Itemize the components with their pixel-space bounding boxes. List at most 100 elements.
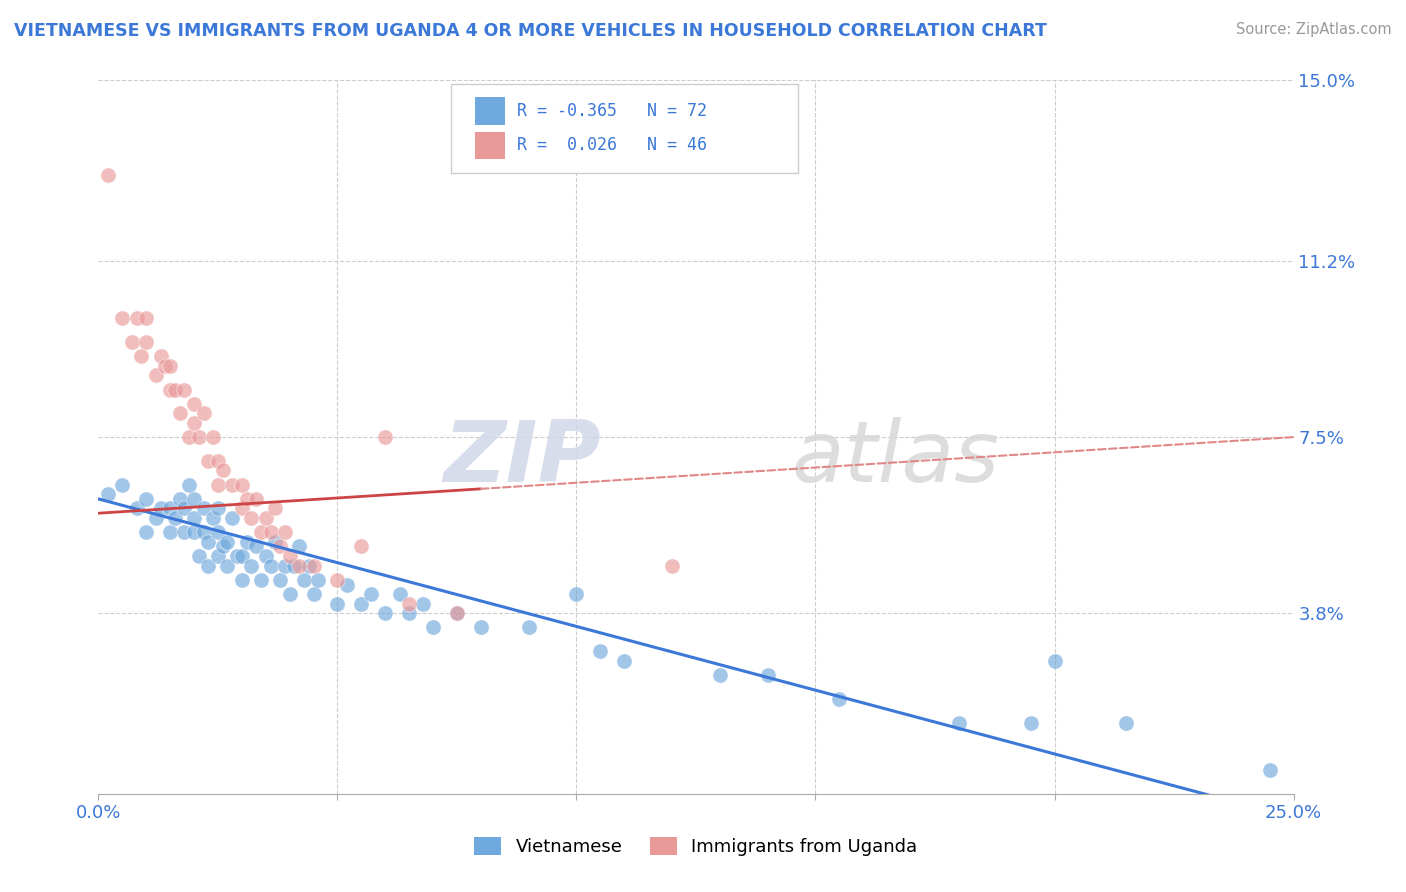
Point bbox=[207, 454, 229, 468]
FancyBboxPatch shape bbox=[451, 84, 797, 173]
Point bbox=[326, 597, 349, 611]
Text: VIETNAMESE VS IMMIGRANTS FROM UGANDA 4 OR MORE VEHICLES IN HOUSEHOLD CORRELATION: VIETNAMESE VS IMMIGRANTS FROM UGANDA 4 O… bbox=[14, 22, 1047, 40]
Point bbox=[173, 383, 195, 397]
Point bbox=[183, 397, 205, 411]
Point bbox=[589, 644, 612, 658]
Point bbox=[193, 525, 215, 540]
Point bbox=[193, 501, 215, 516]
Point bbox=[197, 534, 219, 549]
Point bbox=[278, 549, 301, 563]
Point bbox=[613, 654, 636, 668]
Point bbox=[159, 359, 181, 373]
Point bbox=[211, 463, 233, 477]
Point bbox=[288, 540, 311, 554]
Point bbox=[135, 525, 157, 540]
Point bbox=[307, 573, 329, 587]
Point bbox=[254, 549, 277, 563]
Point bbox=[111, 311, 134, 326]
Point bbox=[350, 540, 373, 554]
Point bbox=[283, 558, 305, 573]
Point bbox=[159, 525, 181, 540]
Point bbox=[1019, 715, 1042, 730]
Point bbox=[231, 573, 253, 587]
Point bbox=[250, 573, 273, 587]
Point bbox=[264, 501, 287, 516]
Point bbox=[269, 573, 291, 587]
Point bbox=[179, 430, 201, 444]
Point bbox=[197, 454, 219, 468]
Text: R =  0.026   N = 46: R = 0.026 N = 46 bbox=[517, 136, 707, 154]
Point bbox=[226, 549, 249, 563]
Point bbox=[121, 334, 143, 349]
Point bbox=[217, 558, 239, 573]
Point bbox=[398, 606, 420, 620]
Point bbox=[231, 501, 253, 516]
Point bbox=[470, 620, 492, 634]
Point bbox=[274, 558, 297, 573]
Point bbox=[292, 573, 315, 587]
Point bbox=[245, 540, 267, 554]
Point bbox=[259, 525, 281, 540]
Point bbox=[517, 620, 540, 634]
Point bbox=[240, 558, 263, 573]
Point bbox=[173, 501, 195, 516]
Point bbox=[173, 525, 195, 540]
Point bbox=[326, 573, 349, 587]
Point bbox=[169, 406, 191, 420]
Point bbox=[97, 487, 120, 501]
Point bbox=[135, 491, 157, 506]
Point bbox=[202, 511, 225, 525]
Point bbox=[207, 525, 229, 540]
Point bbox=[125, 501, 148, 516]
Point bbox=[202, 430, 225, 444]
Point bbox=[250, 525, 273, 540]
Point bbox=[274, 525, 297, 540]
Point bbox=[235, 534, 257, 549]
Point bbox=[709, 668, 731, 682]
Point bbox=[183, 416, 205, 430]
Point bbox=[948, 715, 970, 730]
Point bbox=[288, 558, 311, 573]
Point bbox=[187, 430, 209, 444]
Text: ZIP: ZIP bbox=[443, 417, 600, 500]
Point bbox=[661, 558, 683, 573]
Point bbox=[1043, 654, 1066, 668]
Point bbox=[245, 491, 267, 506]
Point bbox=[183, 491, 205, 506]
Point bbox=[302, 587, 325, 601]
Point bbox=[179, 477, 201, 491]
Point bbox=[135, 311, 157, 326]
Point bbox=[187, 549, 209, 563]
Point bbox=[221, 511, 243, 525]
Point bbox=[193, 406, 215, 420]
Point bbox=[240, 511, 263, 525]
Point bbox=[259, 558, 281, 573]
Point bbox=[298, 558, 321, 573]
Point bbox=[163, 383, 186, 397]
Point bbox=[756, 668, 779, 682]
Point bbox=[183, 511, 205, 525]
Point bbox=[422, 620, 444, 634]
Point bbox=[269, 540, 291, 554]
Point bbox=[235, 491, 257, 506]
Point bbox=[111, 477, 134, 491]
Point bbox=[231, 477, 253, 491]
Text: R = -0.365   N = 72: R = -0.365 N = 72 bbox=[517, 102, 707, 120]
Point bbox=[278, 587, 301, 601]
Point bbox=[1258, 763, 1281, 777]
Point bbox=[169, 491, 191, 506]
Point bbox=[388, 587, 411, 601]
Point bbox=[159, 501, 181, 516]
Point bbox=[149, 501, 172, 516]
Point bbox=[145, 511, 167, 525]
Point bbox=[412, 597, 434, 611]
Point bbox=[197, 558, 219, 573]
Point bbox=[207, 549, 229, 563]
Point bbox=[374, 430, 396, 444]
Point bbox=[207, 477, 229, 491]
Point bbox=[183, 525, 205, 540]
Point bbox=[565, 587, 588, 601]
Point bbox=[97, 169, 120, 183]
Point bbox=[131, 349, 153, 363]
Point bbox=[155, 359, 177, 373]
